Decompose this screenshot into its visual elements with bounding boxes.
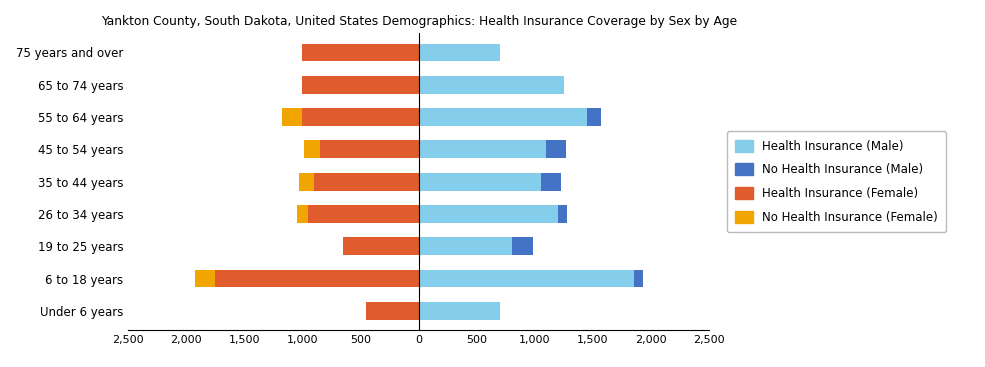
Bar	[195, 270, 215, 287]
Bar	[366, 302, 419, 320]
Title: Yankton County, South Dakota, United States Demographics: Health Insurance Cover: Yankton County, South Dakota, United Sta…	[100, 15, 737, 28]
Bar	[419, 173, 541, 190]
Bar	[587, 108, 601, 126]
Bar	[302, 108, 419, 126]
Bar	[419, 237, 511, 255]
Bar	[302, 44, 419, 61]
Bar	[511, 237, 533, 255]
Bar	[547, 141, 566, 158]
Bar	[419, 205, 558, 223]
Bar	[320, 141, 419, 158]
Bar	[296, 205, 308, 223]
Bar	[419, 141, 547, 158]
Legend: Health Insurance (Male), No Health Insurance (Male), Health Insurance (Female), : Health Insurance (Male), No Health Insur…	[727, 131, 947, 232]
Bar	[633, 270, 643, 287]
Bar	[215, 270, 419, 287]
Bar	[343, 237, 419, 255]
Bar	[541, 173, 561, 190]
Bar	[419, 108, 587, 126]
Bar	[308, 205, 419, 223]
Bar	[419, 44, 500, 61]
Bar	[419, 76, 563, 94]
Bar	[282, 108, 302, 126]
Bar	[302, 76, 419, 94]
Bar	[314, 173, 419, 190]
Bar	[419, 302, 500, 320]
Bar	[303, 141, 320, 158]
Bar	[558, 205, 567, 223]
Bar	[419, 270, 633, 287]
Bar	[298, 173, 314, 190]
